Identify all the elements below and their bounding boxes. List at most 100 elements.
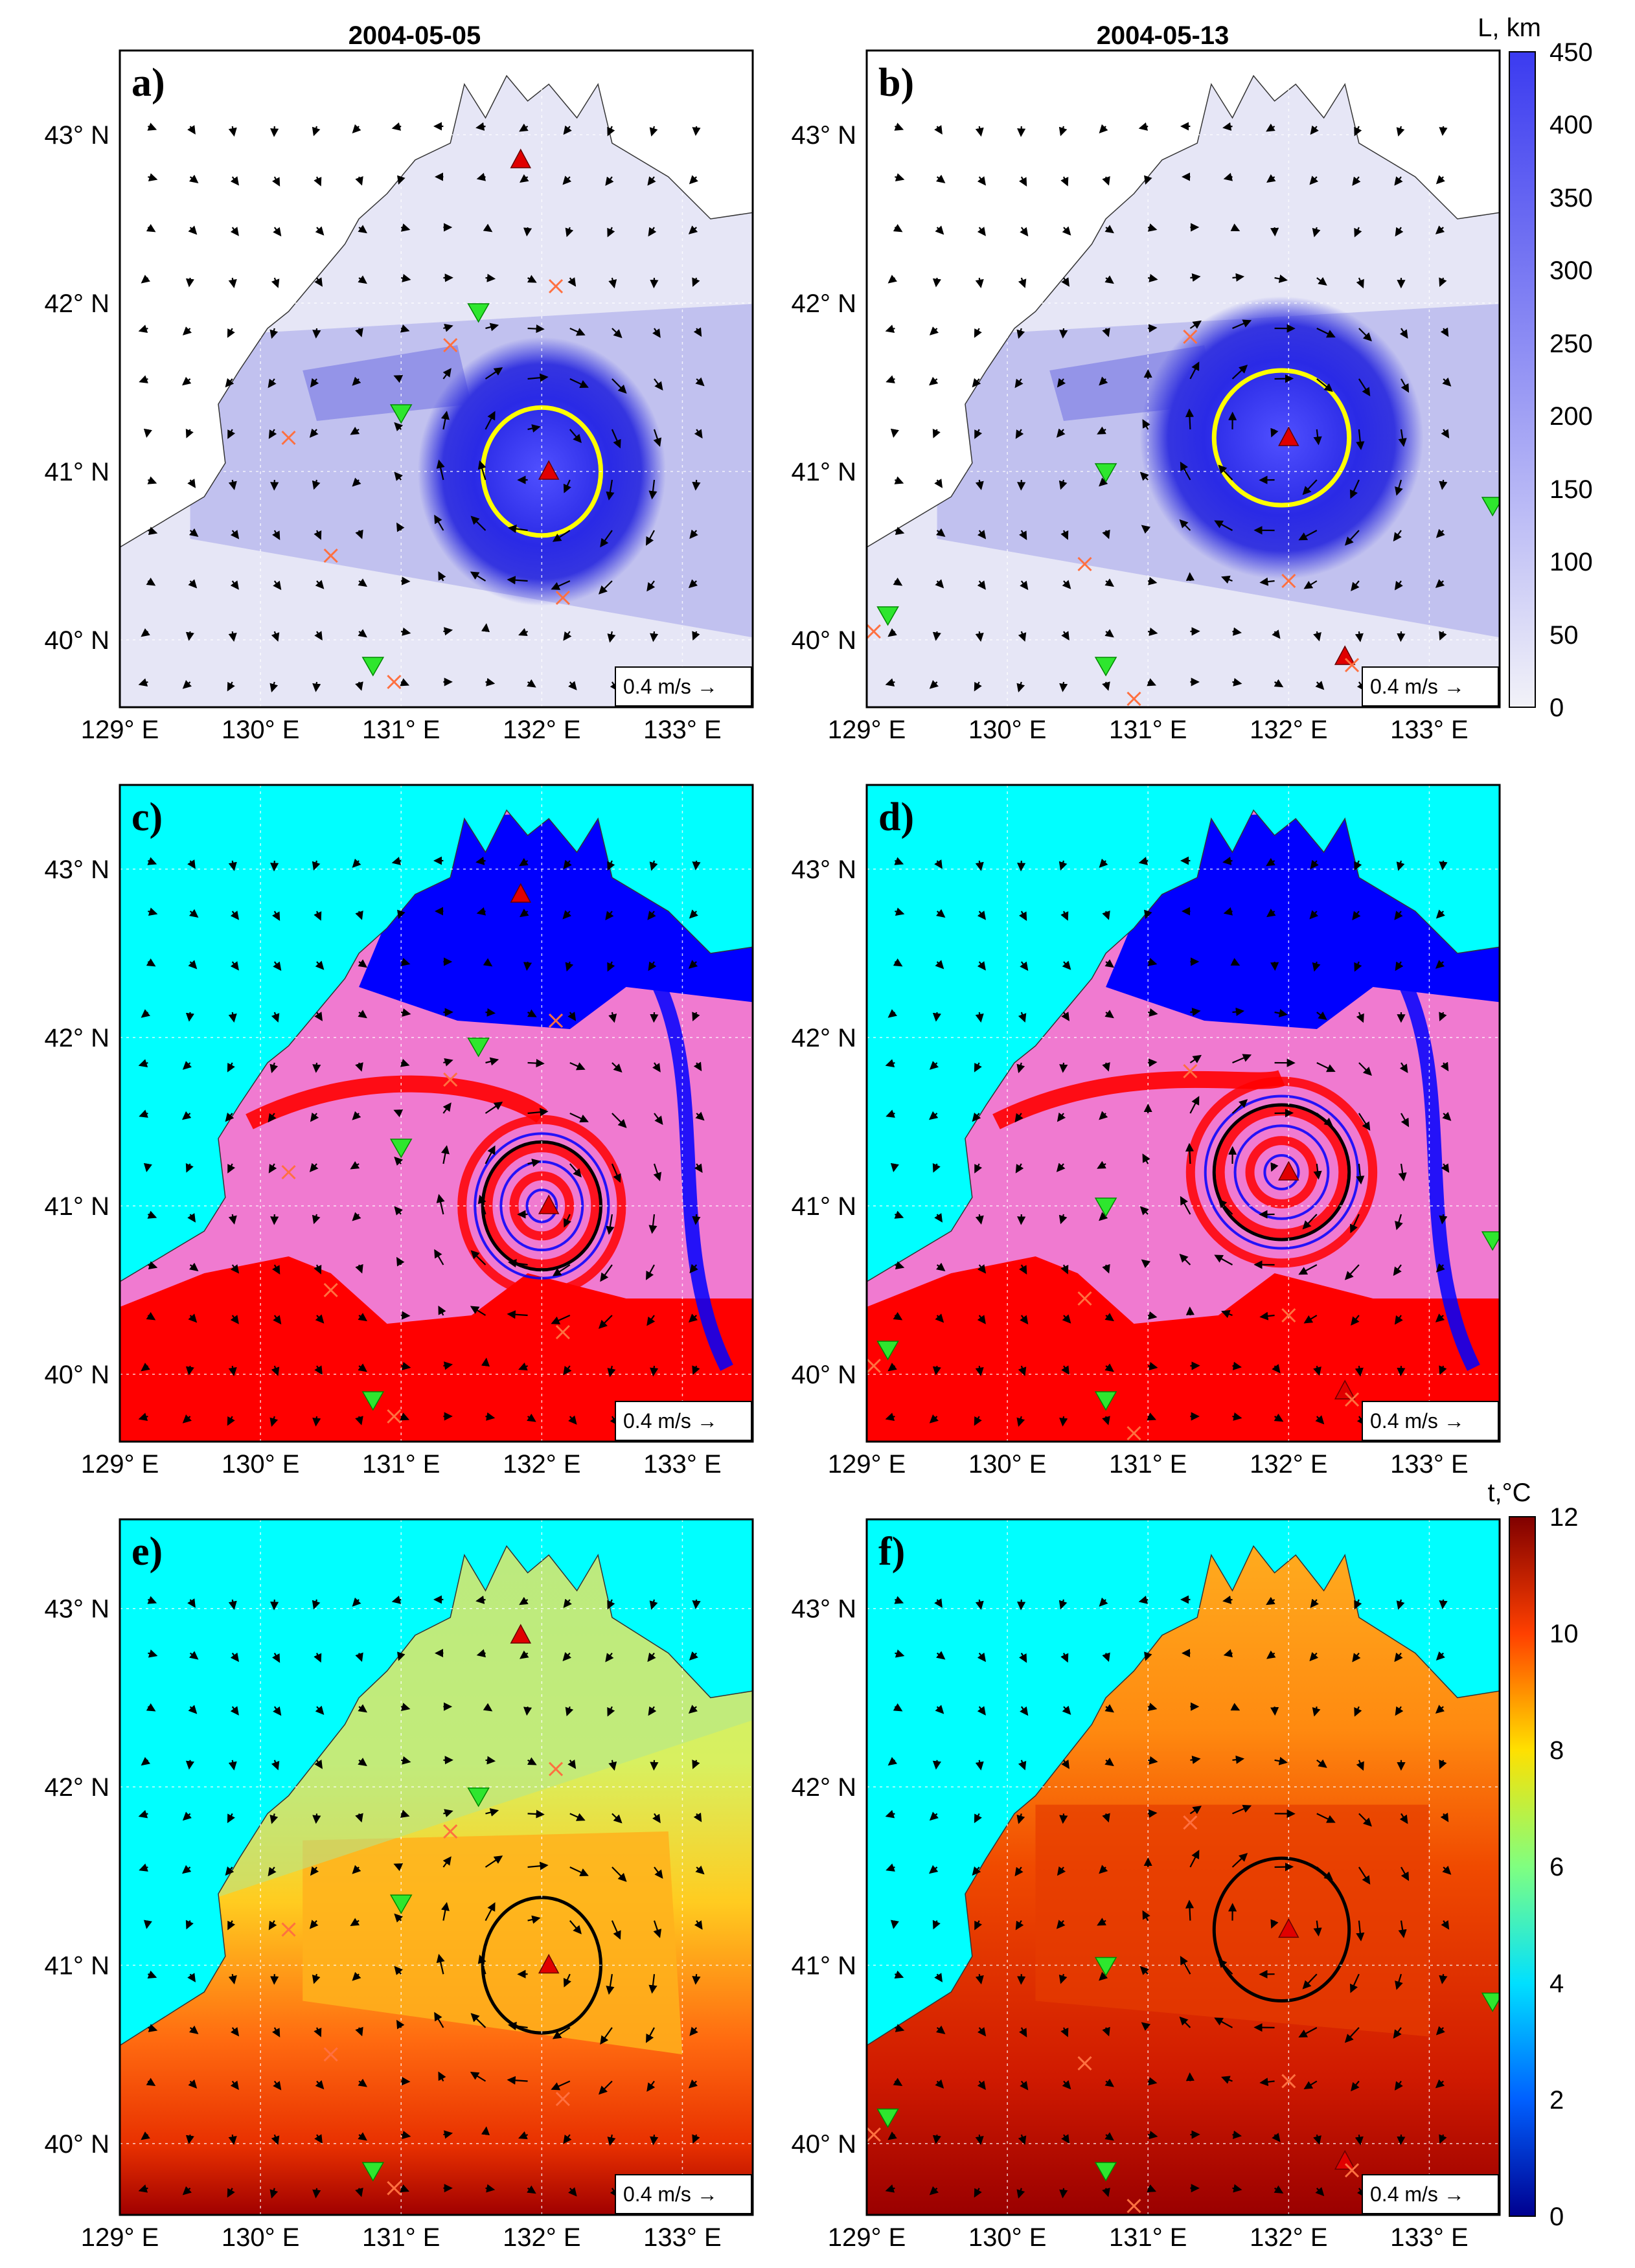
- velocity-arrow: [355, 529, 363, 539]
- velocity-arrow: [1018, 176, 1027, 187]
- velocity-arrow: [887, 2131, 897, 2140]
- colorbar-temperature-ticks: 12 10 8 6 4 2 0: [1549, 1503, 1579, 2231]
- velocity-arrow: [1310, 859, 1319, 870]
- longitude-tick-label: 130° E: [222, 716, 300, 744]
- velocity-arrow: [230, 1315, 239, 1324]
- velocity-arrow: [932, 428, 941, 438]
- velocity-arrow: [393, 1109, 404, 1118]
- velocity-arrow: [477, 1955, 486, 1975]
- velocity-arrow: [270, 860, 279, 872]
- cross-marker: [1281, 2074, 1296, 2089]
- velocity-arrow: [1316, 1813, 1336, 1823]
- velocity-arrow: [139, 375, 148, 383]
- velocity-arrow: [1349, 1214, 1360, 1234]
- velocity-arrow: [567, 277, 577, 287]
- velocity-arrow: [230, 2026, 240, 2037]
- velocity-arrow: [1435, 960, 1445, 969]
- velocity-arrow: [653, 429, 662, 447]
- velocity-arrow: [928, 376, 939, 386]
- velocity-arrow: [138, 1412, 148, 1421]
- colorbar-length-tick: 50: [1549, 621, 1579, 650]
- velocity-arrow: [1349, 479, 1360, 499]
- velocity-arrow: [393, 375, 404, 383]
- map-panel-d: 0.4 m/s → d) 43° N 42° N 41° N 40° N 129° E 130…: [792, 784, 1501, 1479]
- vector-scale-box: [1362, 2174, 1499, 2214]
- vector-scale-box: [615, 2174, 752, 2214]
- velocity-arrow: [1189, 361, 1200, 380]
- velocity-arrow: [600, 530, 613, 548]
- velocity-arrow: [1060, 911, 1069, 921]
- velocity-arrow: [1316, 378, 1333, 392]
- eddy-swirl: [1233, 1124, 1330, 1220]
- velocity-arrow: [1231, 1853, 1248, 1868]
- cross-marker: [548, 278, 564, 294]
- velocity-arrow: [400, 678, 410, 686]
- velocity-arrow: [929, 326, 939, 335]
- velocity-arrow: [527, 1915, 541, 1924]
- velocity-arrow: [607, 860, 615, 871]
- velocity-arrow: [1313, 1365, 1321, 1376]
- velocity-arrow: [358, 225, 367, 234]
- velocity-arrow: [1144, 1651, 1152, 1661]
- velocity-arrow: [483, 223, 493, 232]
- velocity-arrow: [273, 1315, 282, 1325]
- velocity-arrow: [569, 1113, 589, 1123]
- velocity-arrow: [688, 960, 698, 969]
- longitude-tick-label: 131° E: [362, 2223, 440, 2252]
- velocity-arrow: [1313, 631, 1321, 642]
- velocity-arrow: [647, 1652, 656, 1662]
- velocity-arrow: [227, 1062, 235, 1072]
- velocity-arrow: [394, 1156, 404, 1166]
- velocity-arrow: [507, 524, 528, 534]
- velocity-arrow: [1104, 959, 1114, 968]
- velocity-arrow: [270, 1599, 279, 1611]
- velocity-arrow: [1141, 525, 1151, 534]
- coastline: [120, 1545, 753, 2047]
- velocity-arrow: [1099, 858, 1108, 868]
- velocity-arrow: [309, 1920, 319, 1929]
- velocity-arrow: [312, 328, 321, 339]
- velocity-arrow: [355, 1813, 363, 1823]
- velocity-arrow: [935, 1705, 944, 1714]
- velocity-vectors: [885, 122, 1452, 693]
- velocity-arrow: [1147, 1361, 1158, 1370]
- velocity-arrow: [182, 680, 192, 689]
- velocity-arrow: [1356, 1163, 1365, 1185]
- velocity-arrow: [1441, 1163, 1450, 1174]
- colorbar-length-tick: 150: [1549, 475, 1593, 504]
- velocity-arrow: [1394, 1652, 1403, 1662]
- green-triangle-marker: [1481, 1231, 1500, 1251]
- velocity-arrow: [1344, 1264, 1360, 1280]
- velocity-arrow: [440, 1901, 450, 1921]
- velocity-arrow: [1147, 2184, 1157, 2193]
- red-triangle-marker: [1334, 1379, 1356, 1400]
- velocity-arrow: [271, 1365, 280, 1376]
- velocity-arrow: [228, 126, 237, 137]
- velocity-arrow: [146, 1311, 156, 1321]
- velocity-arrow: [895, 1649, 905, 1658]
- longitude-tick-label: 132° E: [1250, 1450, 1328, 1479]
- velocity-arrow: [932, 631, 941, 641]
- vector-scale-box: [615, 666, 752, 707]
- colorbar-temperature-title: t,°C: [1487, 1479, 1531, 1507]
- velocity-arrow: [611, 429, 621, 449]
- velocity-arrow: [1396, 126, 1405, 137]
- velocity-arrow: [1356, 1012, 1364, 1023]
- longitude-tick-label: 132° E: [503, 716, 581, 744]
- velocity-arrow: [972, 1112, 981, 1122]
- velocity-arrow: [394, 1206, 403, 1216]
- velocity-arrow: [391, 856, 402, 865]
- velocity-arrow: [1102, 1416, 1110, 1425]
- green-triangle-marker: [467, 1038, 490, 1058]
- velocity-arrow: [1439, 277, 1447, 288]
- velocity-arrow: [1393, 2027, 1402, 2039]
- eddy-swirl: [1263, 1154, 1300, 1190]
- velocity-arrow: [1316, 1759, 1327, 1768]
- velocity-arrow: [650, 2134, 659, 2146]
- velocity-arrow: [400, 273, 411, 282]
- velocity-arrow: [1310, 125, 1319, 135]
- velocity-arrow: [1442, 377, 1452, 387]
- longitude-tick-label: 131° E: [1109, 716, 1187, 744]
- velocity-arrow: [1061, 1012, 1069, 1021]
- coastline: [867, 74, 1500, 548]
